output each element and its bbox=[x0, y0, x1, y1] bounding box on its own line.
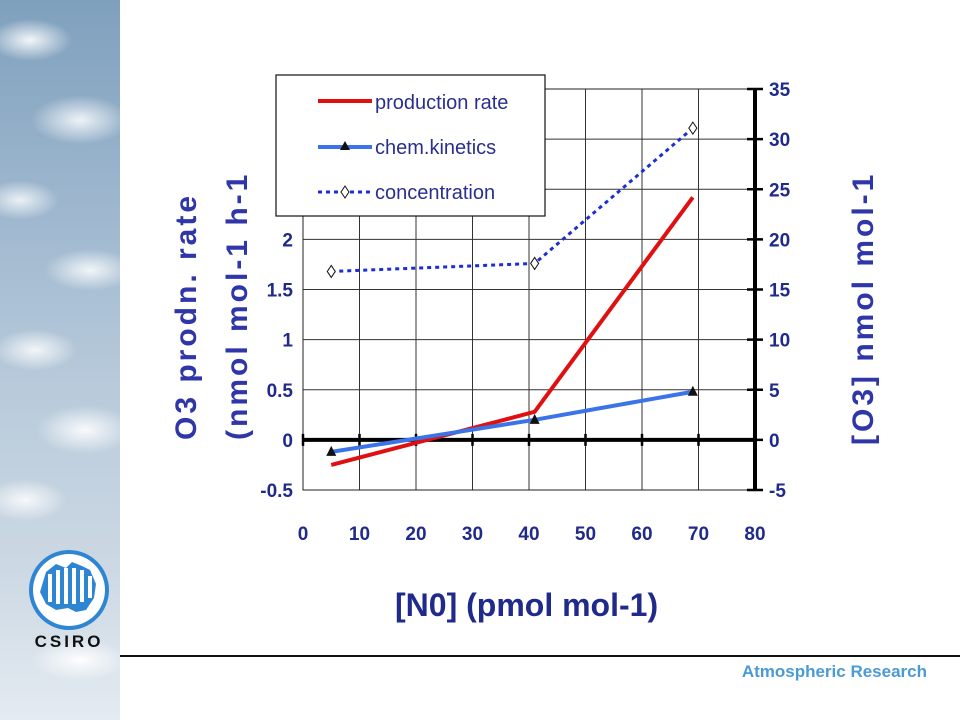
y-left-tick-label: 1.5 bbox=[267, 281, 294, 302]
x-tick-label: 70 bbox=[688, 524, 709, 545]
x-tick-label: 50 bbox=[575, 524, 596, 545]
y-right-tick-label: 30 bbox=[769, 130, 790, 151]
x-axis-title: [N0] (pmol mol-1) bbox=[395, 587, 658, 623]
legend: production rate chem.kinetics concentrat… bbox=[275, 74, 546, 217]
x-tick-label: 20 bbox=[405, 524, 426, 545]
y-left-tick-label: 1 bbox=[282, 331, 293, 352]
y-left-title-line2: (nmol mol-1 h-1 bbox=[221, 172, 254, 440]
legend-label-chem-kinetics: chem.kinetics bbox=[375, 137, 496, 159]
x-tick-label: 80 bbox=[744, 524, 765, 545]
legend-marker-diamond bbox=[340, 185, 350, 199]
y-right-tick-label: 25 bbox=[769, 180, 791, 201]
footer-text: Atmospheric Research bbox=[741, 662, 927, 681]
y-right-tick-label: 20 bbox=[769, 230, 790, 251]
x-tick-label: 30 bbox=[462, 524, 483, 545]
y-right-tick-label: 10 bbox=[769, 331, 790, 352]
data-point-chem-kinetics bbox=[687, 385, 698, 396]
data-point-chem-kinetics bbox=[529, 413, 540, 424]
series-line-chem-kinetics bbox=[330, 389, 694, 454]
y-right-tick-label: -5 bbox=[769, 481, 786, 502]
y-left-title: O3 prodn. rate bbox=[170, 193, 203, 440]
data-point-chem-kinetics bbox=[326, 445, 337, 456]
footer-rule bbox=[120, 655, 960, 657]
x-tick-label: 0 bbox=[298, 524, 309, 545]
y-right-tick-label: 35 bbox=[769, 80, 791, 101]
y-left-tick-label: 2 bbox=[282, 230, 293, 251]
y-right-title-text: [O3] nmol mol-1 bbox=[847, 172, 880, 445]
y-right-tick-label: 15 bbox=[769, 281, 791, 302]
y-left-title-line1: O3 prodn. rate bbox=[170, 193, 203, 440]
y-right-tick-label: 5 bbox=[769, 381, 780, 402]
y-right-title: [O3] nmol mol-1 bbox=[847, 172, 880, 445]
y-left-title-2: (nmol mol-1 h-1 bbox=[221, 172, 254, 440]
tick-labels: 01020304050607080-0.500.511.522.3.-50510… bbox=[260, 80, 790, 545]
x-tick-label: 10 bbox=[349, 524, 370, 545]
y-left-tick-label: 0 bbox=[282, 431, 293, 452]
x-tick-label: 60 bbox=[631, 524, 652, 545]
data-point-concentration bbox=[688, 121, 698, 135]
data-point-concentration bbox=[530, 256, 540, 271]
legend-marker-triangle bbox=[340, 141, 350, 150]
series-line-production-rate bbox=[330, 196, 695, 467]
y-right-tick-label: 0 bbox=[769, 431, 780, 452]
axes bbox=[301, 87, 763, 492]
legend-label-concentration: concentration bbox=[375, 182, 495, 204]
logo-text: CSIRO bbox=[35, 632, 104, 650]
series-layer bbox=[326, 121, 698, 467]
csiro-logo: CSIRO bbox=[29, 550, 109, 650]
legend-label-production-rate: production rate bbox=[375, 92, 508, 114]
y-left-tick-label: 0.5 bbox=[267, 381, 294, 402]
data-point-concentration bbox=[326, 264, 336, 279]
x-tick-label: 40 bbox=[518, 524, 539, 545]
y-left-tick-label: -0.5 bbox=[260, 481, 293, 502]
